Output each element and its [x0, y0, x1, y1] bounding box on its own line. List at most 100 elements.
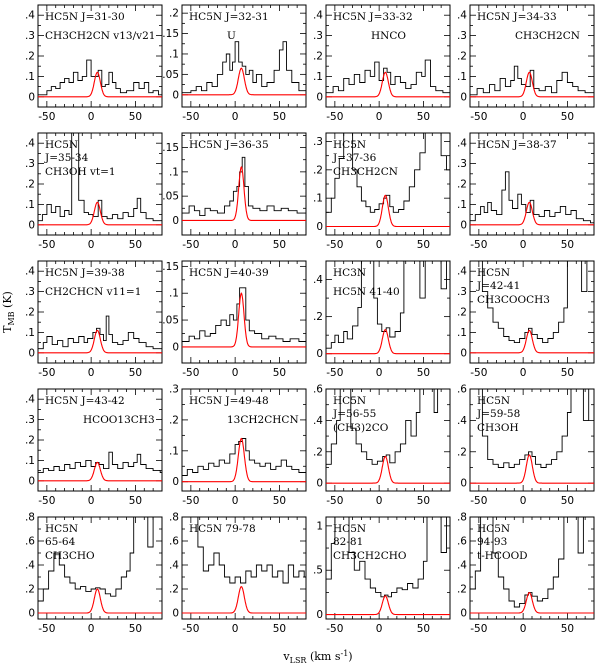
x-tick-label: -50 — [470, 111, 487, 123]
transition-label-line2: J=42-41 — [476, 280, 520, 292]
x-tick-label: 50 — [273, 367, 286, 379]
x-tick-label: 50 — [129, 239, 142, 251]
transition-label-line2: 65-64 — [45, 536, 76, 548]
model-gaussian-fit — [326, 455, 450, 484]
x-tick-label: 50 — [561, 239, 574, 251]
x-tick-label: -50 — [38, 495, 55, 507]
observed-spectrum — [326, 517, 450, 598]
transition-label-line2: 94-93 — [477, 536, 507, 548]
observed-spectrum — [38, 59, 162, 96]
x-tick-label: 0 — [232, 367, 239, 379]
y-tick-label: .2 — [169, 414, 179, 426]
species-label: HCOO13CH3 — [83, 414, 155, 426]
y-tick-label: .2 — [25, 307, 35, 319]
transition-label-line2: J=37-36 — [332, 152, 377, 164]
species-label: CH3CHO — [45, 550, 95, 562]
x-tick-label: -50 — [182, 495, 199, 507]
x-tick-label: 50 — [561, 623, 574, 635]
model-gaussian-fit — [182, 292, 306, 348]
observed-spectrum — [470, 65, 594, 96]
y-tick-label: .2 — [169, 8, 179, 20]
transition-label-line2: J=35-34 — [44, 152, 89, 164]
transition-label: HC5N J=32-31 — [189, 11, 269, 23]
x-tick-label: 0 — [88, 495, 95, 507]
y-tick-label: .4 — [25, 266, 35, 278]
y-tick-label: .4 — [457, 415, 467, 427]
observed-spectrum — [38, 517, 162, 602]
x-tick-label: -50 — [38, 367, 55, 379]
y-tick-label: 0 — [172, 215, 179, 227]
x-tick-label: 50 — [417, 623, 430, 635]
y-tick-label: .3 — [25, 30, 35, 42]
species-label: CH3OH vt=1 — [45, 166, 116, 178]
model-gaussian-fit — [326, 71, 450, 98]
x-tick-label: 0 — [88, 111, 95, 123]
species-label: CH3COOCH3 — [477, 294, 550, 306]
y-tick-label: .4 — [313, 10, 323, 22]
x-tick-label: 50 — [561, 111, 574, 123]
model-gaussian-fit — [470, 591, 594, 614]
y-tick-label: 0 — [28, 475, 35, 487]
transition-label: HC5N J=38-37 — [477, 139, 557, 151]
y-tick-label: .1 — [457, 71, 467, 83]
x-tick-label: 0 — [520, 239, 527, 251]
y-tick-label: .8 — [457, 512, 467, 524]
x-tick-label: 0 — [520, 367, 527, 379]
x-tick-label: -50 — [470, 367, 487, 379]
x-tick-label: -50 — [182, 111, 199, 123]
transition-label: HC5N — [477, 523, 510, 535]
x-tick-label: 50 — [417, 367, 430, 379]
y-tick-label: .2 — [457, 584, 467, 596]
y-tick-label: .1 — [457, 327, 467, 339]
x-tick-label: 50 — [417, 495, 430, 507]
y-tick-label: 0 — [316, 221, 323, 233]
species-label: t-HCOOD — [477, 550, 528, 562]
y-tick-label: .4 — [457, 138, 467, 150]
transition-label: HC5N J=34-33 — [477, 11, 557, 23]
transition-label: HC5N J=39-38 — [45, 267, 125, 279]
y-tick-label: .4 — [25, 394, 35, 406]
x-tick-label: 50 — [273, 495, 286, 507]
y-tick-label: .1 — [25, 455, 35, 467]
species-label: (CH3)2CO — [333, 422, 389, 434]
y-tick-label: 0 — [28, 91, 35, 103]
x-tick-label: 0 — [376, 239, 383, 251]
y-tick-label: .1 — [25, 327, 35, 339]
y-tick-label: 0 — [28, 219, 35, 231]
y-tick-label: .1 — [313, 71, 323, 83]
y-tick-label: .4 — [313, 415, 323, 427]
y-tick-label: 0 — [172, 476, 179, 488]
y-tick-label: .4 — [457, 10, 467, 22]
y-tick-label: .3 — [457, 286, 467, 298]
transition-label: HC5N — [333, 139, 366, 151]
model-gaussian-fit — [326, 328, 450, 355]
y-tick-label: 0 — [172, 341, 179, 353]
x-tick-label: -50 — [470, 239, 487, 251]
species-label: CH3CH2CN — [515, 30, 580, 42]
transition-label: HC5N — [333, 523, 366, 535]
y-axis-title: TMB (K) — [1, 291, 16, 333]
transition-label: HC5N — [477, 267, 510, 279]
y-tick-label: 0 — [28, 608, 35, 620]
observed-spectrum — [470, 261, 594, 344]
y-tick-label: .4 — [25, 10, 35, 22]
y-tick-label: 0 — [460, 347, 467, 359]
model-gaussian-fit — [182, 67, 306, 96]
observed-spectrum — [326, 59, 450, 94]
y-tick-label: 0 — [172, 89, 179, 101]
y-tick-label: .6 — [25, 536, 35, 548]
spectrum-panel-6: -50 0 500.05.1.15 HC5N J=36-35 — [162, 132, 307, 251]
y-tick-label: .6 — [457, 384, 467, 396]
x-tick-label: -50 — [326, 111, 343, 123]
spectrum-panel-10: -50 0 50 0 .05 .1 .15 HC5N J=40-39 — [162, 260, 307, 379]
